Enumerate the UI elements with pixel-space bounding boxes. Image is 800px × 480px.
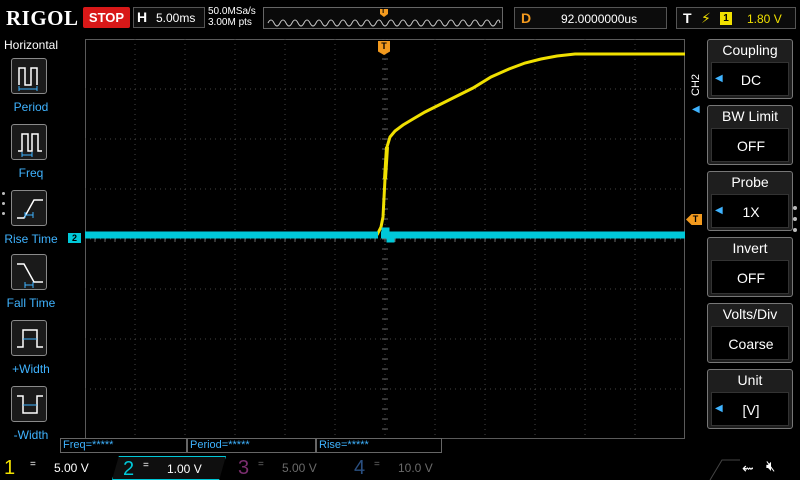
timebase-value: 5.00ms	[156, 11, 196, 25]
ch2-scale: 1.00 V	[167, 462, 202, 476]
rise-time-icon	[11, 190, 47, 226]
measure-period-label: Period	[13, 100, 49, 114]
ch3-scale: 5.00 V	[282, 461, 317, 475]
run-stop-indicator[interactable]: STOP	[83, 7, 130, 28]
trigger-level: 1.80 V	[747, 12, 782, 26]
waveform-position-bar[interactable]: T	[263, 7, 503, 29]
probe-value: 1X	[742, 204, 760, 220]
status-bar-divider	[709, 459, 740, 480]
menu-scroll-dots	[793, 206, 798, 239]
rising-edge-icon: ⚡	[701, 10, 711, 26]
invert-softkey[interactable]: Invert OFF	[707, 237, 793, 297]
chevron-left-icon: ◀	[715, 205, 723, 216]
unit-softkey[interactable]: Unit ◀ [V]	[707, 369, 793, 429]
measure-fall-time[interactable]: Fall Time	[0, 254, 62, 318]
ch2-offset-marker[interactable]: 2	[68, 233, 81, 243]
channel-menu: Coupling ◀ DC BW Limit OFF Probe ◀ 1X In…	[705, 39, 800, 434]
ch1-number: 1	[4, 457, 16, 479]
measure-menu-title: Horizontal	[3, 38, 59, 52]
dc-coupling-icon: =	[143, 460, 149, 471]
sample-rate: 50.0MSa/s	[208, 6, 256, 17]
waveform-display[interactable]	[85, 39, 685, 439]
memory-depth: 3.00M pts	[208, 17, 252, 28]
volts-div-softkey[interactable]: Volts/Div Coarse	[707, 303, 793, 363]
speaker-muted-icon[interactable]: 🔇︎	[766, 458, 776, 475]
dc-coupling-icon: =	[30, 459, 36, 470]
sample-info: 50.0MSa/s 3.00M pts	[208, 6, 256, 28]
ch3-number: 3	[238, 457, 250, 479]
invert-value: OFF	[737, 270, 765, 286]
measure-negative-width-label: -Width	[13, 428, 49, 442]
usb-icon: ⇜	[742, 460, 754, 476]
measure-positive-width-label: +Width	[12, 362, 50, 376]
probe-title: Probe	[731, 174, 769, 190]
bw-limit-value: OFF	[737, 138, 765, 154]
measure-rise-time-label: Rise Time	[4, 232, 58, 246]
negative-width-icon	[11, 386, 47, 422]
measure-freq-label: Freq	[18, 166, 44, 180]
ch1-scale: 5.00 V	[54, 461, 89, 475]
positive-width-icon	[11, 320, 47, 356]
bw-limit-softkey[interactable]: BW Limit OFF	[707, 105, 793, 165]
measure-freq[interactable]: Freq	[0, 124, 62, 188]
measure-positive-width[interactable]: +Width	[0, 320, 62, 384]
ch4-scale: 10.0 V	[398, 461, 433, 475]
measure-freq-readout: Freq=*****	[60, 438, 187, 453]
timebase-label: H	[137, 9, 148, 25]
delay-label: D	[521, 10, 532, 26]
trigger-source: 1	[720, 12, 732, 25]
volts-div-title: Volts/Div	[722, 306, 778, 322]
graticule	[85, 39, 685, 439]
ch1-status[interactable]: 1 = 5.00 V	[0, 456, 112, 480]
fall-time-icon	[11, 254, 47, 290]
measure-menu: Horizontal Period Freq Rise Time Fall Ti…	[0, 36, 62, 456]
trigger-label: T	[683, 10, 692, 26]
coupling-softkey[interactable]: Coupling ◀ DC	[707, 39, 793, 99]
freq-icon	[11, 124, 47, 160]
trigger-position-marker[interactable]: T	[378, 41, 390, 55]
brand-logo: RIGOL	[6, 6, 79, 30]
bw-limit-title: BW Limit	[722, 108, 778, 124]
ch4-number: 4	[354, 457, 366, 479]
volts-div-value: Coarse	[728, 336, 774, 352]
chevron-left-icon: ◀	[715, 73, 723, 84]
dc-coupling-icon: =	[258, 459, 264, 470]
chevron-left-icon: ◀	[715, 403, 723, 414]
measure-period-readout: Period=*****	[187, 438, 316, 453]
dc-coupling-icon: =	[374, 459, 380, 470]
ch1-waveform	[375, 52, 685, 236]
waveform-overview	[267, 9, 501, 27]
chevron-left-icon: ◀	[692, 104, 700, 115]
measure-negative-width[interactable]: -Width	[0, 386, 62, 450]
horizontal-timebase[interactable]: H 5.00ms	[133, 7, 205, 28]
ch2-status[interactable]: 2 = 1.00 V	[112, 456, 226, 480]
horizontal-delay[interactable]: D 92.0000000us	[514, 7, 667, 29]
measure-period[interactable]: Period	[0, 58, 62, 122]
ch2-waveform	[85, 227, 685, 243]
coupling-value: DC	[740, 72, 762, 88]
measure-fall-time-label: Fall Time	[6, 296, 56, 310]
channel-status-bar: 1 = 5.00 V 2 = 1.00 V 3 = 5.00 V 4 = 10.…	[0, 456, 800, 480]
measure-rise-time[interactable]: Rise Time	[0, 190, 62, 254]
period-icon	[11, 58, 47, 94]
delay-value: 92.0000000us	[561, 12, 638, 26]
trigger-level-marker[interactable]: T	[686, 214, 702, 225]
invert-title: Invert	[732, 240, 768, 256]
coupling-title: Coupling	[722, 42, 778, 58]
ch3-status[interactable]: 3 = 5.00 V	[228, 456, 340, 480]
ch2-number: 2	[123, 458, 135, 480]
trigger-position-label: T	[381, 8, 386, 15]
menu-channel-label: CH2	[690, 73, 702, 96]
trigger-status[interactable]: T ⚡ 1 1.80 V	[676, 7, 796, 29]
top-status-bar: RIGOL STOP H 5.00ms 50.0MSa/s 3.00M pts …	[0, 0, 800, 36]
ch4-status[interactable]: 4 = 10.0 V	[344, 456, 458, 480]
probe-softkey[interactable]: Probe ◀ 1X	[707, 171, 793, 231]
menu-scroll-dots	[2, 192, 7, 222]
unit-value: [V]	[742, 402, 760, 418]
measure-rise-readout: Rise=*****	[316, 438, 442, 453]
unit-title: Unit	[737, 372, 763, 388]
